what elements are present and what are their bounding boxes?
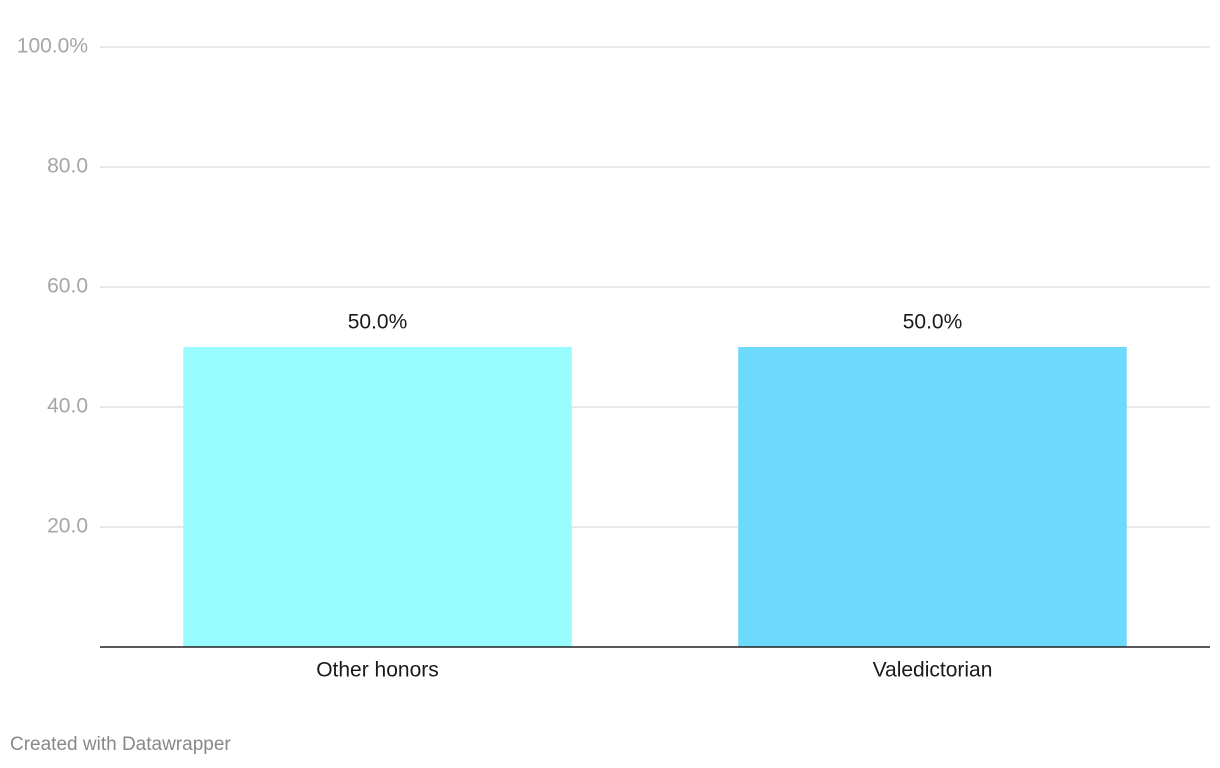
bar xyxy=(183,347,572,647)
x-tick-label: Valedictorian xyxy=(873,659,993,682)
value-label: 50.0% xyxy=(903,311,963,334)
value-label: 50.0% xyxy=(348,311,408,334)
y-tick-label: 40.0 xyxy=(47,395,88,418)
y-tick-label: 20.0 xyxy=(47,515,88,538)
credit: Created with Datawrapper xyxy=(10,734,231,755)
y-tick-label: 80.0 xyxy=(47,155,88,178)
y-tick-label: 60.0 xyxy=(47,275,88,298)
x-tick-label: Other honors xyxy=(316,659,439,682)
bar xyxy=(738,347,1127,647)
y-tick-label: 100.0% xyxy=(17,35,88,58)
